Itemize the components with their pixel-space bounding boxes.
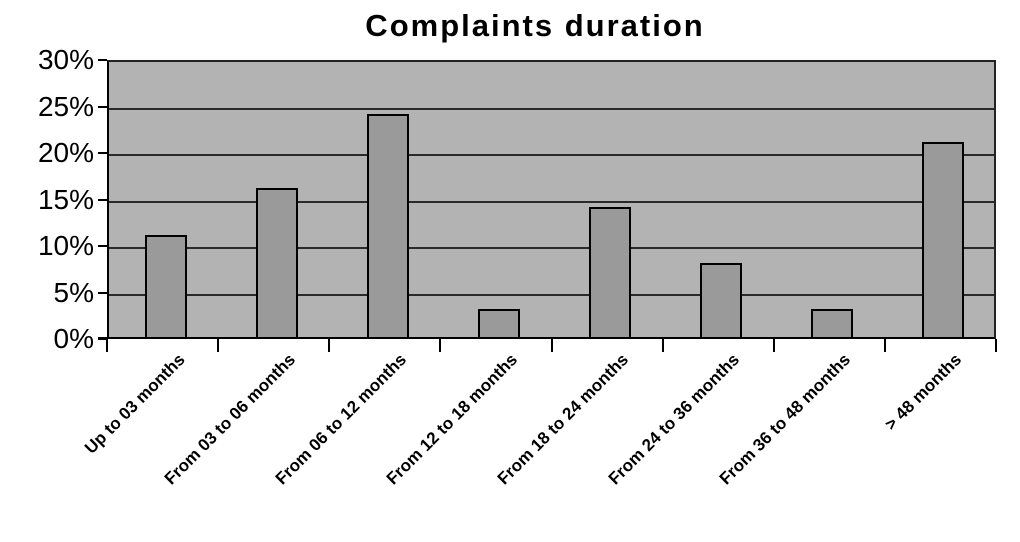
gridline-10 (109, 247, 994, 249)
chart-title: Complaints duration (365, 8, 705, 43)
gridline-5 (109, 293, 994, 296)
bar-4 (478, 309, 520, 337)
x-axis-tick (662, 339, 664, 352)
gridline-25 (109, 107, 994, 110)
y-axis-tick (98, 59, 107, 61)
y-axis-label-5pct: 5% (53, 277, 94, 308)
bar-8 (922, 142, 964, 337)
x-axis-tick (439, 339, 441, 352)
bar-3 (367, 114, 409, 337)
y-axis-tick (98, 106, 107, 108)
y-axis-tick (98, 152, 107, 154)
x-axis-tick (884, 339, 886, 352)
x-axis-tick (551, 339, 553, 352)
gridline-15 (109, 200, 994, 203)
bar-7 (811, 309, 853, 337)
x-axis-tick (773, 339, 775, 352)
y-axis-tick (98, 245, 107, 247)
y-axis-label-0pct: 0% (53, 323, 94, 354)
x-axis-label-1: Up to 03 months (80, 350, 189, 458)
y-axis-tick (98, 292, 107, 294)
bar-6 (700, 263, 742, 337)
y-axis-label-30pct: 30% (37, 44, 94, 75)
y-axis-tick (98, 199, 107, 201)
plot-area (107, 60, 996, 339)
x-axis-tick (106, 339, 108, 352)
bar-5 (589, 207, 631, 337)
y-axis-label-15pct: 15% (37, 184, 94, 215)
bar-1 (145, 235, 187, 337)
y-axis-tick (98, 338, 107, 340)
y-axis-label-20pct: 20% (37, 137, 94, 168)
x-axis-tick (328, 339, 330, 352)
y-axis-label-25pct: 25% (37, 91, 94, 122)
x-axis-extension (98, 337, 109, 339)
x-axis-tick (995, 339, 997, 352)
x-axis-label-8: > 48 months (881, 350, 966, 434)
bar-2 (256, 188, 298, 337)
x-axis-tick (217, 339, 219, 352)
y-axis-label-10pct: 10% (37, 230, 94, 261)
gridline-20 (109, 154, 994, 156)
